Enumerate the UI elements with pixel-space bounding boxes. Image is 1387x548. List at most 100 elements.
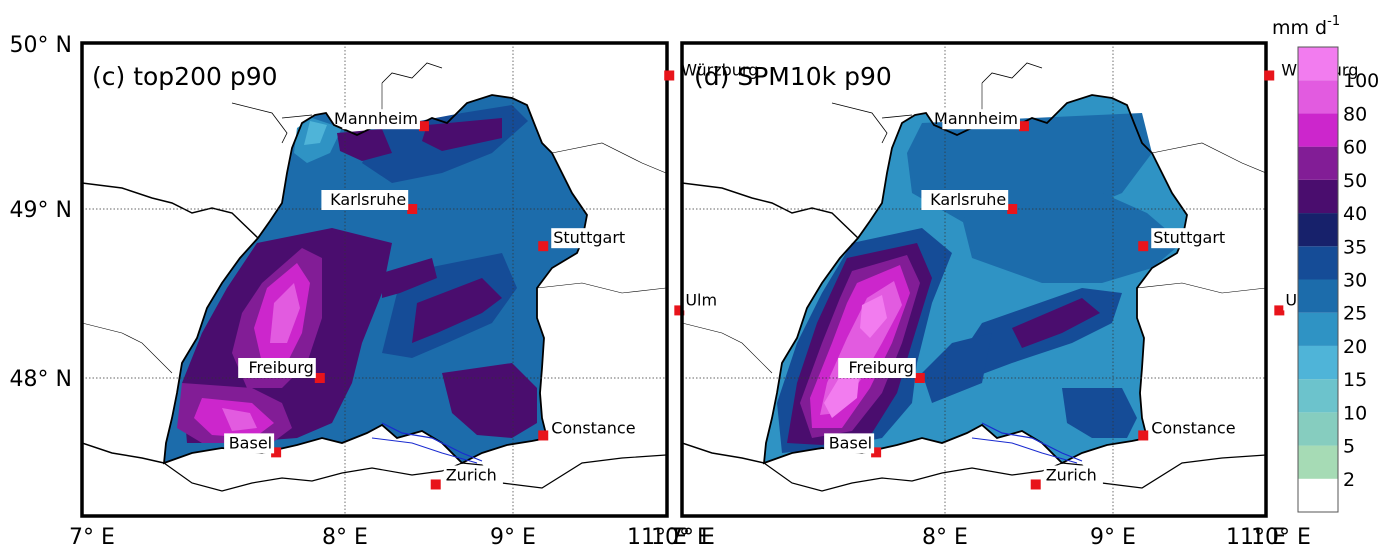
colorbar-label: 15	[1343, 369, 1367, 391]
city-marker	[1138, 241, 1149, 252]
city-label-bg	[824, 433, 875, 454]
lon-tick-label: 10° E	[651, 525, 711, 548]
city-label-bg	[921, 190, 1009, 210]
city-marker	[1007, 204, 1018, 214]
graticule-c	[82, 43, 667, 516]
city-label-bg	[1149, 418, 1237, 439]
colorbar-swatch	[1298, 179, 1338, 214]
city-label: Würzburg	[681, 60, 758, 79]
colorbar-label: 35	[1343, 236, 1367, 258]
colorbar-unit: mm d-1	[1272, 14, 1340, 39]
colorbar-swatch	[1298, 80, 1338, 114]
city-marker	[407, 204, 418, 214]
city-label: Freiburg	[848, 358, 913, 377]
city-marker	[1264, 70, 1275, 81]
city-label-bg	[679, 60, 757, 81]
city-marker	[664, 70, 675, 81]
city-label-bg	[224, 433, 275, 454]
lat-tick-label: 49° N	[10, 198, 72, 223]
city-marker	[538, 241, 549, 252]
lon-tick-label: 10° E	[1251, 525, 1311, 548]
city-marker	[674, 305, 685, 316]
colorbar-swatches	[1297, 46, 1339, 513]
colorbar-swatch	[1298, 213, 1338, 247]
panel-frame-c	[80, 41, 669, 518]
city-marker	[1138, 430, 1149, 441]
city-label: Karlsruhe	[330, 190, 406, 209]
city-marker	[1274, 305, 1285, 316]
city-marker	[1018, 121, 1029, 132]
colorbar-frame	[1297, 46, 1339, 513]
lat-tick-label: 48° N	[10, 367, 72, 392]
city-label: Zurich	[1046, 465, 1097, 484]
city-marker	[418, 121, 429, 132]
colorbar-swatch	[1298, 279, 1338, 313]
city-label-bg	[443, 465, 503, 486]
colorbar-swatch	[1298, 412, 1338, 446]
city-label: Zurich	[446, 465, 497, 484]
colorbar-swatch	[1298, 113, 1338, 147]
colorbar-label: 50	[1343, 170, 1367, 192]
panel-title-d: (d) SPM10k p90	[694, 62, 892, 91]
colorbar-swatch	[1298, 146, 1338, 180]
lon-tick-label: 7° E	[69, 525, 115, 548]
city-label: Constance	[551, 418, 635, 437]
lon-tick-label: 11° E	[1226, 525, 1286, 548]
city-label-bg	[549, 418, 637, 439]
lon-tick-label: 8° E	[322, 525, 368, 548]
colorbar-swatch	[1298, 246, 1338, 280]
panel-frame-d	[680, 41, 1268, 518]
colorbar-label: 100	[1343, 70, 1379, 92]
city-marker	[914, 373, 925, 383]
lon-tick-label: 11° E	[627, 525, 687, 548]
city-label: Karlsruhe	[930, 190, 1006, 209]
city-marker	[430, 479, 441, 490]
colorbar-label: 80	[1343, 103, 1367, 125]
city-label-bg	[342, 109, 420, 130]
city-label: Stuttgart	[553, 228, 625, 247]
city-marker	[1030, 479, 1041, 490]
city-markers-c: Würzburg Mannheim Karlsruhe Stuttgart Ulm Fre…	[224, 60, 758, 490]
colorbar-label: 2	[1343, 469, 1355, 491]
city-label-bg	[1151, 228, 1239, 249]
colorbar-label: 20	[1343, 336, 1367, 358]
panel-c: (c) top200 p90 Würzburg Mannheim Karlsruhe…	[10, 33, 759, 548]
city-label: Constance	[1151, 418, 1235, 437]
city-label: Ulm	[685, 290, 717, 309]
colorbar-label: 10	[1343, 402, 1367, 424]
city-marker	[314, 373, 325, 383]
city-label: Stuttgart	[1153, 228, 1225, 247]
city-label-bg	[838, 358, 916, 378]
panel-d: (d) SPM10k p90 Würzburg Mannheim Karlsruhe…	[669, 41, 1358, 548]
lon-tick-label: 9° E	[1090, 525, 1136, 548]
city-label-bg	[238, 358, 316, 378]
colorbar-swatch	[1298, 345, 1338, 380]
lat-tick-label: 50° N	[10, 33, 72, 58]
colorbar-swatch	[1298, 312, 1338, 346]
city-label: Basel	[829, 433, 872, 452]
colorbar-label: 25	[1343, 303, 1367, 325]
colorbar-swatch	[1298, 445, 1338, 479]
panel-title-c: (c) top200 p90	[92, 62, 278, 91]
city-label: Mannheim	[334, 109, 418, 128]
colorbar-label: 5	[1343, 436, 1355, 458]
lon-tick-label: 8° E	[922, 525, 968, 548]
colorbar-label: 60	[1343, 137, 1367, 159]
city-label: Mannheim	[934, 109, 1018, 128]
colorbar-swatch	[1298, 47, 1338, 81]
lon-tick-label: 9° E	[490, 525, 536, 548]
city-marker	[538, 430, 549, 441]
city-markers-d: WürzburgMannheimKarlsruheStuttgartUlmFre…	[824, 60, 1358, 490]
city-label: Freiburg	[248, 358, 313, 377]
city-label-bg	[551, 228, 639, 249]
city-marker	[271, 447, 282, 458]
city-label-bg	[683, 290, 715, 311]
lon-tick-labels-c: 7° E 8° E 9° E 10° E11° E	[69, 525, 711, 548]
lon-tick-labels-d: 7° E 8° E 9° E 10° E11° E	[669, 525, 1311, 548]
colorbar-swatch	[1298, 379, 1338, 413]
city-marker	[871, 447, 882, 458]
city-label-bg	[1043, 465, 1103, 486]
